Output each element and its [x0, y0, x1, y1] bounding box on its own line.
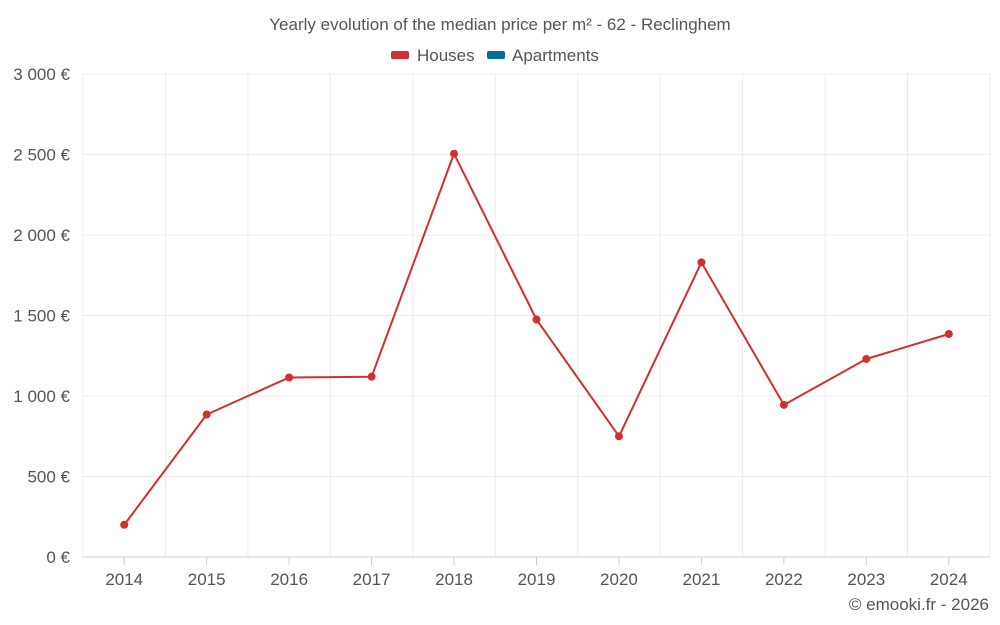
data-point-houses-2020[interactable] — [614, 432, 623, 441]
legend-item-houses[interactable]: Houses — [391, 46, 475, 65]
x-tick-label: 2021 — [682, 570, 720, 589]
x-tick-label: 2016 — [270, 570, 308, 589]
series-layer — [120, 149, 953, 529]
y-tick-label: 3 000 € — [13, 65, 70, 84]
data-point-houses-2015[interactable] — [202, 410, 211, 419]
x-tick-label: 2022 — [765, 570, 803, 589]
y-tick-label: 2 500 € — [13, 146, 70, 165]
data-point-houses-2016[interactable] — [285, 373, 294, 382]
x-tick-label: 2014 — [105, 570, 143, 589]
y-tick-label: 0 € — [46, 548, 70, 567]
y-tick-label: 1 500 € — [13, 307, 70, 326]
x-tick-label: 2024 — [930, 570, 968, 589]
legend-item-apartments[interactable]: Apartments — [487, 46, 599, 65]
data-point-houses-2024[interactable] — [944, 330, 953, 339]
x-tick-label: 2015 — [188, 570, 226, 589]
legend-swatch-apartments — [487, 51, 505, 59]
x-tick-label: 2018 — [435, 570, 473, 589]
x-tick-label: 2023 — [847, 570, 885, 589]
legend-label-houses: Houses — [417, 46, 475, 65]
x-tick-label: 2017 — [353, 570, 391, 589]
data-point-houses-2019[interactable] — [532, 315, 541, 324]
x-tick-label: 2020 — [600, 570, 638, 589]
data-point-houses-2023[interactable] — [862, 354, 871, 363]
data-point-houses-2022[interactable] — [779, 400, 788, 409]
credit-text: © emooki.fr - 2026 — [849, 595, 989, 614]
data-point-houses-2014[interactable] — [120, 520, 129, 529]
legend-swatch-houses — [391, 51, 409, 59]
data-point-houses-2017[interactable] — [367, 372, 376, 381]
y-tick-label: 2 000 € — [13, 226, 70, 245]
chart-title: Yearly evolution of the median price per… — [269, 15, 730, 34]
legend-label-apartments: Apartments — [512, 46, 599, 65]
x-tick-label: 2019 — [518, 570, 556, 589]
y-tick-label: 1 000 € — [13, 387, 70, 406]
legend: Houses Apartments — [391, 46, 599, 65]
data-point-houses-2018[interactable] — [450, 149, 459, 158]
y-tick-label: 500 € — [27, 468, 70, 487]
data-point-houses-2021[interactable] — [697, 258, 706, 267]
axes: 0 € 500 € 1 000 € 1 500 € 2 000 € 2 500 € 3 00… — [13, 65, 990, 589]
grid — [82, 73, 991, 557]
